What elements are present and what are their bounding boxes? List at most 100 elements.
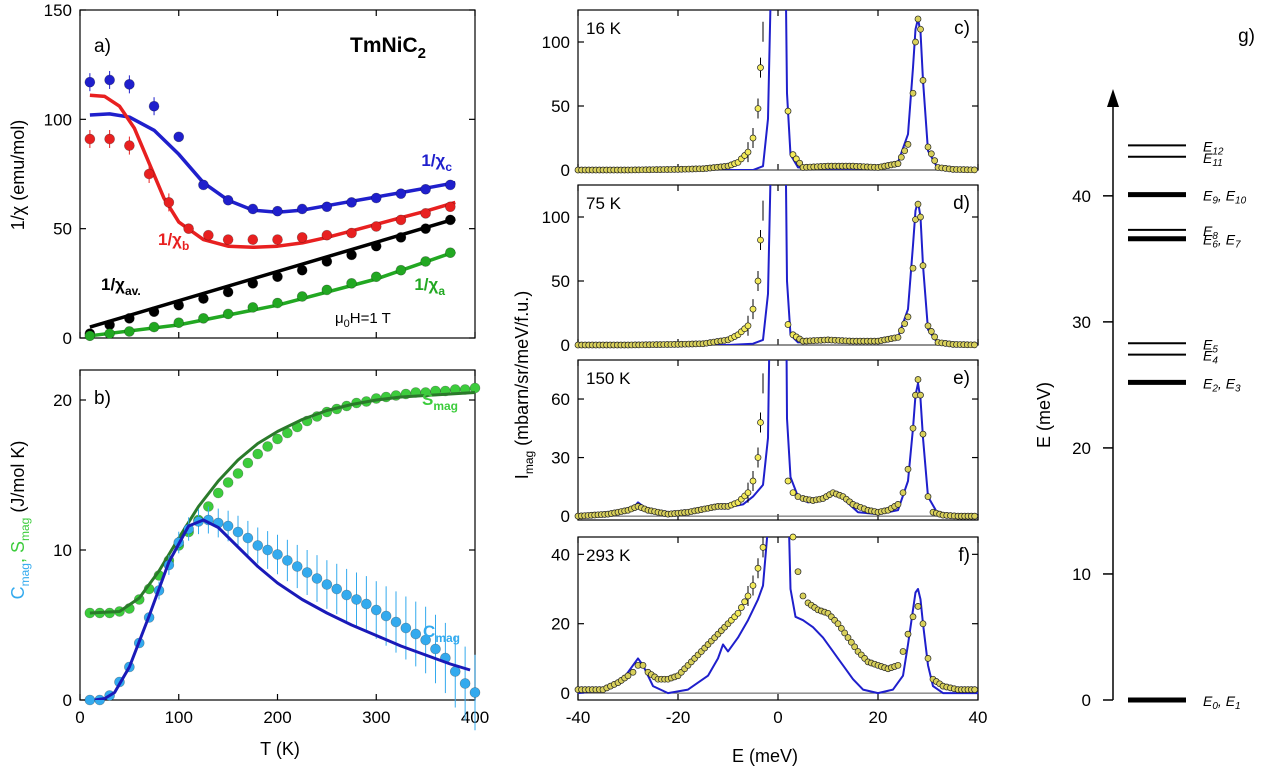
panel-f-temperature-label: 293 K: [586, 546, 631, 565]
panel-g-level-label: E4: [1203, 348, 1218, 367]
panel-b-data-point: [311, 573, 323, 584]
panel-f-data-point: [919, 620, 927, 628]
panel-f-y-tick-label: 40: [551, 545, 570, 564]
panel-a-data-point: [445, 179, 456, 191]
panel-b-data-point: [410, 628, 422, 640]
panel-b-label: b): [94, 388, 111, 409]
level-label-separator: ,: [1218, 693, 1226, 709]
panel-e-data-point: [744, 489, 752, 497]
panel-a-compound-title-sub: 2: [418, 45, 426, 62]
panel-b-data-point: [341, 589, 352, 601]
panel-a-series-label: 1/χb: [158, 230, 189, 253]
panel-a-data-point: [222, 234, 234, 245]
level-label-symbol: E: [1203, 223, 1213, 239]
panel-b-x-tick-label: 0: [75, 708, 84, 727]
y-axis-label-intensity: Imag (mbarn/sr/meV/f.u.): [512, 291, 536, 479]
panel-a-data-point: [346, 197, 357, 208]
panel-g-tick-label: 20: [1072, 439, 1091, 458]
panel-c-data-point: [904, 141, 912, 148]
panel-b-data-point: [252, 540, 264, 551]
panel-f-data-point: [904, 630, 912, 638]
panel-f-data-point: [789, 533, 797, 541]
panel-a-data-point: [198, 293, 209, 304]
panel-e-label: e): [953, 368, 970, 389]
panel-b-x-tick-label: 200: [263, 708, 291, 727]
panel-a-series-label-main: 1/χ: [101, 275, 125, 294]
panel-g-level-label: E9, E10: [1203, 188, 1247, 207]
panel-a-data-point: [124, 79, 135, 90]
level-label-index: 2: [1211, 383, 1218, 394]
panel-d-data-point: [971, 341, 978, 349]
panel-c-data-point: [909, 89, 917, 97]
panel-d-data-point: [927, 327, 935, 335]
panel-a-data-point: [346, 227, 357, 239]
panel-f-x-tick-label: -20: [666, 708, 691, 727]
panel-a-data-point: [148, 100, 160, 112]
panel-d-y-tick-label: 50: [551, 272, 570, 291]
panel-a-field-label: μ0H=1 T: [335, 310, 391, 330]
panel-c-temperature-label: 16 K: [586, 19, 622, 38]
panel-d-frame: [577, 184, 979, 346]
panel-e-y-tick-label: 60: [551, 390, 570, 409]
level-label-symbol: E: [1203, 232, 1213, 248]
panel-f-label: f): [958, 545, 970, 566]
level-label-index: 0: [1212, 701, 1218, 712]
panel-c-data-point: [901, 147, 909, 155]
panel-b-data-point: [420, 634, 431, 646]
panel-f-data-point: [971, 686, 979, 693]
panel-a-series-label: 1/χa: [414, 275, 445, 298]
level-label-index: 4: [1212, 356, 1218, 367]
panel-a-data-point: [104, 133, 115, 145]
panel-f-data-point: [894, 661, 902, 669]
panel-f-x-tick-label: 40: [969, 708, 988, 727]
panel-d-data-point: [744, 322, 752, 330]
panel-f-y-tick-label: 20: [551, 615, 570, 634]
panel-a-series-label-sub: c: [445, 160, 452, 174]
panel-b-data-point: [430, 643, 441, 655]
panel-b-series-label-heat-capacity-main: C: [423, 622, 435, 641]
panel-d-data-point: [757, 236, 764, 244]
panel-a-data-point: [148, 306, 160, 318]
panel-c-data-point: [744, 148, 752, 156]
panel-a-data-point: [203, 229, 214, 241]
panel-a-data-point: [163, 197, 175, 208]
panel-c-frame: [577, 9, 979, 171]
ylabel-i-part: I: [512, 474, 532, 479]
level-label-index: 3: [1235, 383, 1241, 394]
panel-a-data-point: [173, 317, 185, 328]
panel-a-series-label: 1/χav.: [101, 275, 141, 298]
panel-b-data-point: [321, 579, 333, 590]
panel-d-data-point: [901, 320, 909, 328]
panel-a-fit-line: [89, 112, 456, 215]
panel-b-data-point: [242, 457, 254, 469]
panel-a-data-point: [296, 232, 308, 243]
panel-a-compound-title-main: TmNiC: [350, 34, 418, 57]
panel-b-data-point: [262, 441, 273, 452]
level-label-symbol: E: [1226, 375, 1236, 391]
panel-b-data-point: [291, 561, 303, 572]
level-label-symbol: E: [1203, 693, 1213, 709]
y-axis-label-heat-capacity-entropy: Cmag, Smag (J/mol K): [8, 441, 32, 600]
panel-a-series-label-sub: av.: [125, 284, 141, 298]
panel-a-data-point: [222, 308, 234, 320]
level-label-index: 10: [1235, 196, 1247, 207]
panel-c-data-point: [917, 25, 924, 33]
panel-a-y-tick-label: 100: [44, 110, 72, 129]
panel-f-x-tick-label: 20: [869, 708, 888, 727]
level-label-index: 8: [1212, 231, 1218, 242]
level-label-index: 12: [1212, 146, 1224, 157]
panel-a-data-point: [104, 328, 115, 339]
panel-a-series-label-main: 1/χ: [158, 230, 182, 249]
panel-a-data-point: [124, 313, 135, 324]
panel-d-data-point: [894, 333, 902, 341]
panel-a-data-point: [272, 271, 283, 283]
panel-a-data-point: [272, 205, 283, 217]
panel-a-series-label-sub: b: [182, 239, 189, 253]
panel-c-data-point: [897, 153, 905, 161]
panel-a-series-label-main: 1/χ: [414, 275, 438, 294]
panel-b-data-point: [262, 544, 273, 556]
panel-d-temperature-label: 75 K: [586, 194, 622, 213]
panel-c-data-point: [971, 166, 978, 174]
level-label-symbol: E: [1203, 336, 1213, 352]
